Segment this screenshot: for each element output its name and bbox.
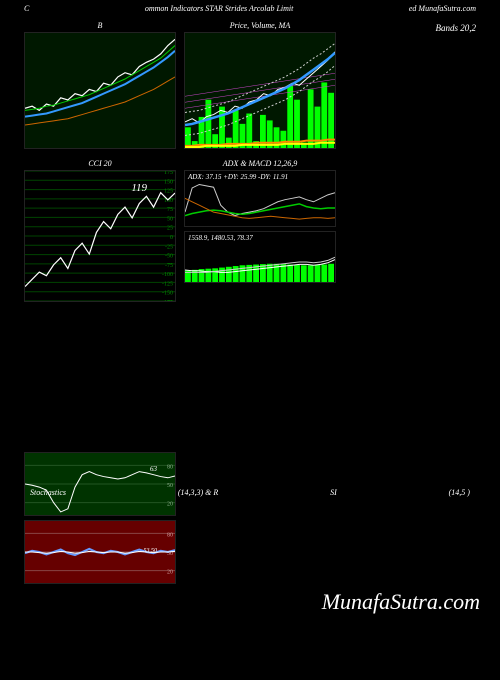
stoch-mid2: SI [330,488,337,497]
chart-cci: 1751501251007550250-25-50-75-100-125-150… [24,170,176,302]
svg-text:53,50: 53,50 [144,548,158,554]
stoch-title-row: Stochastics (14,3,3) & R SI (14,5 ) [24,488,476,499]
chart-adx: ADX: 37.15 +DY: 25.99 -DY: 11.91 [184,170,336,227]
stoch-right: (14,5 ) [449,488,470,497]
stoch-mid1: (14,3,3) & R [178,488,218,497]
panel-cci-title: CCI 20 [24,159,176,168]
svg-text:-175: -175 [162,300,173,301]
panel-cci: CCI 20 1751501251007550250-25-50-75-100-… [24,159,176,302]
header-left: C [24,4,29,13]
panel-stoch-group: 80502063 80502053,50 [24,452,176,584]
svg-text:0: 0 [170,235,173,241]
svg-text:25: 25 [167,226,173,232]
svg-text:ADX: 37.15 +DY: 25.99 -DY: 11.: ADX: 37.15 +DY: 25.99 -DY: 11.91 [187,173,288,181]
svg-text:-125: -125 [162,281,173,287]
chart-price [184,32,336,149]
page-header: C ommon Indicators STAR Strides Arcolab … [0,0,500,17]
svg-text:150: 150 [164,179,173,185]
svg-text:1558.9, 1480.53, 78.37: 1558.9, 1480.53, 78.37 [188,234,253,242]
svg-text:63: 63 [150,465,158,473]
svg-text:119: 119 [131,182,147,194]
svg-text:-75: -75 [165,263,173,269]
panel-price-title: Price, Volume, MA [184,21,336,30]
row-bottom-charts: 80502063 80502053,50 [0,302,500,584]
panel-price: Price, Volume, MA [184,21,336,149]
svg-text:20: 20 [167,570,173,576]
svg-text:-50: -50 [165,254,173,260]
row-top-charts: B Price, Volume, MA Bands 20,2 [0,17,500,149]
panel-b: B [24,21,176,149]
header-right: ed MunafaSutra.com [409,4,476,13]
svg-text:50: 50 [167,216,173,222]
stoch-left: Stochastics [30,488,66,497]
stoch-label-area [184,452,476,584]
panel-adx-group: ADX & MACD 12,26,9 ADX: 37.15 +DY: 25.99… [184,159,336,302]
svg-text:75: 75 [167,207,173,213]
chart-bb: 1558.9, 1480.53, 78.37 [184,231,336,283]
panel-adx-title: ADX & MACD 12,26,9 [184,159,336,168]
svg-text:80: 80 [167,464,173,470]
svg-text:-150: -150 [162,291,173,297]
chart-b [24,32,176,149]
header-center: ommon Indicators STAR Strides Arcolab Li… [145,4,294,13]
panel-b-title: B [24,21,176,30]
svg-text:80: 80 [167,532,173,538]
svg-text:175: 175 [164,171,173,176]
bands-label: Bands 20,2 [344,21,476,149]
chart-stoch: 80502063 [24,452,176,516]
watermark: MunafaSutra.com [322,589,480,615]
svg-text:125: 125 [164,189,173,195]
svg-text:-100: -100 [162,272,173,278]
svg-text:-25: -25 [165,244,173,250]
row-mid-charts: CCI 20 1751501251007550250-25-50-75-100-… [0,149,500,302]
chart-rsi: 80502053,50 [24,520,176,584]
svg-text:20: 20 [167,502,173,508]
